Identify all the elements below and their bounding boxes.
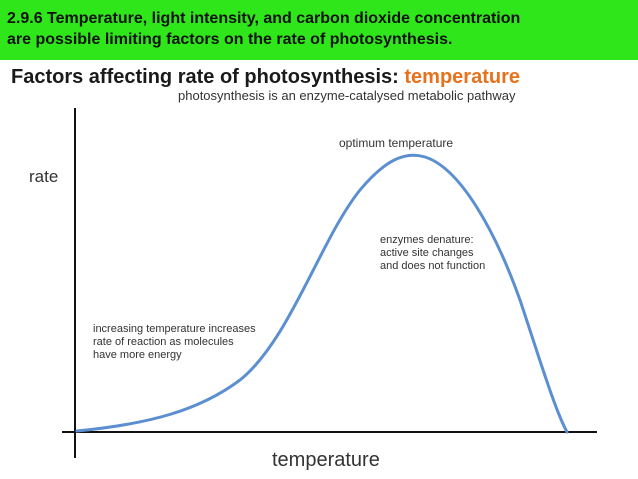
header-banner: 2.9.6 Temperature, light intensity, and …: [0, 0, 638, 60]
banner-line-1: 2.9.6 Temperature, light intensity, and …: [7, 10, 521, 27]
y-axis-label: rate: [29, 167, 59, 186]
annotation-increase-line: rate of reaction as molecules: [93, 336, 234, 348]
slide-subtitle: photosynthesis is an enzyme-catalysed me…: [178, 88, 516, 103]
annotation-denature: enzymes denature: active site changes an…: [380, 234, 485, 273]
slide-title: Factors affecting rate of photosynthesis…: [11, 66, 520, 89]
x-axis-label: temperature: [272, 449, 380, 471]
slide-title-accent: temperature: [404, 66, 520, 88]
annotation-increase-line: have more energy: [93, 349, 182, 361]
annotation-increase-line: increasing temperature increases: [93, 323, 256, 335]
annotation-increase: increasing temperature increases rate of…: [93, 323, 256, 362]
annotation-denature-line: and does not function: [380, 260, 486, 272]
annotation-denature-line: enzymes denature:: [380, 234, 474, 246]
slide-title-main: Factors affecting rate of photosynthesis…: [11, 66, 405, 88]
banner-line-2: are possible limiting factors on the rat…: [7, 31, 453, 48]
rate-curve: [75, 153, 569, 434]
annotation-optimum: optimum temperature: [339, 136, 454, 150]
annotation-denature-line: active site changes: [380, 247, 474, 259]
